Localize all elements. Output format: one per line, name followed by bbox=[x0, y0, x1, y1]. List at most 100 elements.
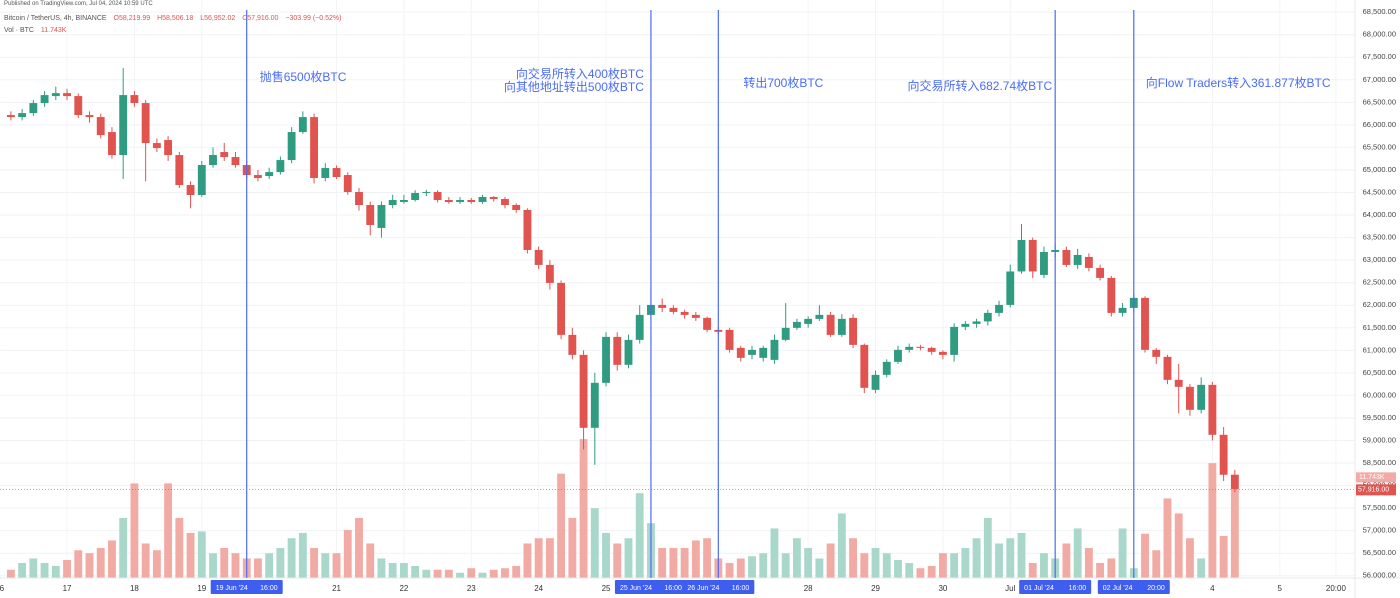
volume-bar bbox=[1096, 562, 1105, 578]
candle-body bbox=[6, 115, 15, 118]
volume-bar bbox=[152, 550, 161, 578]
volume-bar bbox=[119, 517, 128, 578]
volume-bar bbox=[1006, 538, 1015, 578]
event-badge-time: 20:00 bbox=[1147, 585, 1165, 592]
symbol-row: Bitcoin / TetherUS, 4h, BINANCE O58,219.… bbox=[4, 15, 346, 22]
volume-bar bbox=[826, 543, 835, 578]
volume-bar bbox=[1197, 558, 1206, 578]
volume-bar bbox=[175, 517, 184, 578]
volume-bar bbox=[849, 538, 857, 578]
candle-body bbox=[467, 200, 476, 202]
y-tick-label: 64,000.00 bbox=[1363, 210, 1396, 219]
event-annotation: 向Flow Traders转入361.877枚BTC bbox=[1146, 75, 1331, 90]
candle-body bbox=[321, 168, 330, 178]
candle-body bbox=[691, 314, 700, 318]
candle-body bbox=[1174, 379, 1183, 387]
volume-bar bbox=[108, 540, 116, 578]
candle-body bbox=[501, 199, 509, 206]
candle-body bbox=[51, 93, 60, 97]
candle-body bbox=[792, 321, 801, 328]
x-tick-label: 16 bbox=[0, 584, 5, 593]
volume-bar bbox=[804, 547, 813, 578]
volume-bar bbox=[287, 538, 296, 578]
volume-bar bbox=[894, 559, 902, 578]
volume-bar bbox=[332, 553, 341, 578]
candle-body bbox=[141, 103, 150, 144]
event-badge-date: 25 Jun '24 bbox=[620, 585, 652, 592]
candle-body bbox=[388, 200, 397, 206]
candle-body bbox=[1118, 307, 1127, 313]
volume-bar bbox=[85, 553, 94, 578]
y-tick-label: 61,500.00 bbox=[1363, 323, 1396, 332]
candle-body bbox=[399, 200, 408, 202]
volume-bar bbox=[669, 547, 678, 578]
volume-bar bbox=[1040, 553, 1048, 578]
volume-bar bbox=[1084, 547, 1093, 578]
candle-body bbox=[411, 193, 420, 201]
volume-bar bbox=[1073, 528, 1082, 578]
candle-body bbox=[1096, 267, 1105, 278]
y-tick-label: 57,500.00 bbox=[1363, 503, 1396, 512]
volume-bar bbox=[748, 556, 756, 578]
y-tick-label: 59,000.00 bbox=[1363, 435, 1396, 444]
y-tick-label: 66,500.00 bbox=[1363, 97, 1396, 106]
volume-bar bbox=[399, 562, 408, 578]
candle-body bbox=[669, 307, 678, 312]
open-label: O58,219.99 bbox=[113, 15, 151, 22]
volume-bar bbox=[209, 553, 217, 578]
volume-bar bbox=[355, 517, 363, 578]
volume-bar bbox=[1107, 558, 1116, 578]
y-tick-label: 58,500.00 bbox=[1363, 458, 1396, 467]
volume-bar bbox=[276, 547, 285, 578]
candle-body bbox=[220, 152, 229, 158]
candle-body bbox=[253, 175, 262, 178]
candle-body bbox=[950, 326, 959, 355]
candle-body bbox=[770, 339, 779, 360]
candle-body bbox=[18, 113, 27, 118]
event-badge-date: 02 Jul '24 bbox=[1103, 585, 1133, 592]
event-badge bbox=[1097, 580, 1170, 594]
y-tick-label: 56,500.00 bbox=[1363, 548, 1396, 557]
volume-bar bbox=[265, 553, 274, 578]
volume-bar bbox=[545, 538, 554, 578]
candle-body bbox=[96, 117, 105, 136]
x-tick-label: 23 bbox=[467, 584, 476, 593]
volume-bar bbox=[231, 553, 240, 578]
volume-bar bbox=[523, 543, 532, 578]
volume-bar bbox=[860, 553, 869, 578]
plot-background bbox=[0, 0, 1355, 578]
volume-bar bbox=[489, 569, 498, 578]
volume-bar bbox=[411, 565, 420, 578]
volume-bar bbox=[792, 538, 801, 578]
y-tick-label: 63,500.00 bbox=[1363, 233, 1396, 242]
event-annotation: 向交易所转入682.74枚BTC bbox=[907, 78, 1052, 93]
candle-body bbox=[590, 382, 599, 428]
candle-body bbox=[523, 210, 532, 250]
candle-body bbox=[74, 96, 83, 116]
volume-bar bbox=[983, 517, 992, 578]
candle-body bbox=[108, 132, 116, 156]
change-label: −303.99 (−0.52%) bbox=[285, 15, 342, 22]
candle-body bbox=[983, 312, 992, 322]
volume-bar bbox=[29, 558, 38, 578]
volume-bar bbox=[691, 540, 700, 578]
x-tick-label: 28 bbox=[804, 584, 813, 593]
volume-bar bbox=[456, 572, 464, 578]
volume-bar bbox=[1118, 528, 1127, 578]
candle-body bbox=[456, 200, 464, 202]
volume-bar bbox=[51, 565, 60, 578]
candle-body bbox=[1028, 239, 1037, 272]
volume-bar bbox=[74, 550, 83, 578]
volume-bar bbox=[590, 508, 599, 578]
volume-bar bbox=[197, 531, 206, 578]
volume-bar bbox=[298, 532, 307, 578]
candle-body bbox=[826, 314, 835, 335]
x-tick-label: 21 bbox=[332, 584, 341, 593]
candle-body bbox=[759, 347, 768, 358]
y-tick-label: 67,500.00 bbox=[1363, 52, 1396, 61]
y-tick-label: 59,500.00 bbox=[1363, 413, 1396, 422]
candle-body bbox=[1208, 384, 1217, 435]
candle-body bbox=[355, 192, 363, 206]
volume-bar bbox=[916, 568, 925, 578]
